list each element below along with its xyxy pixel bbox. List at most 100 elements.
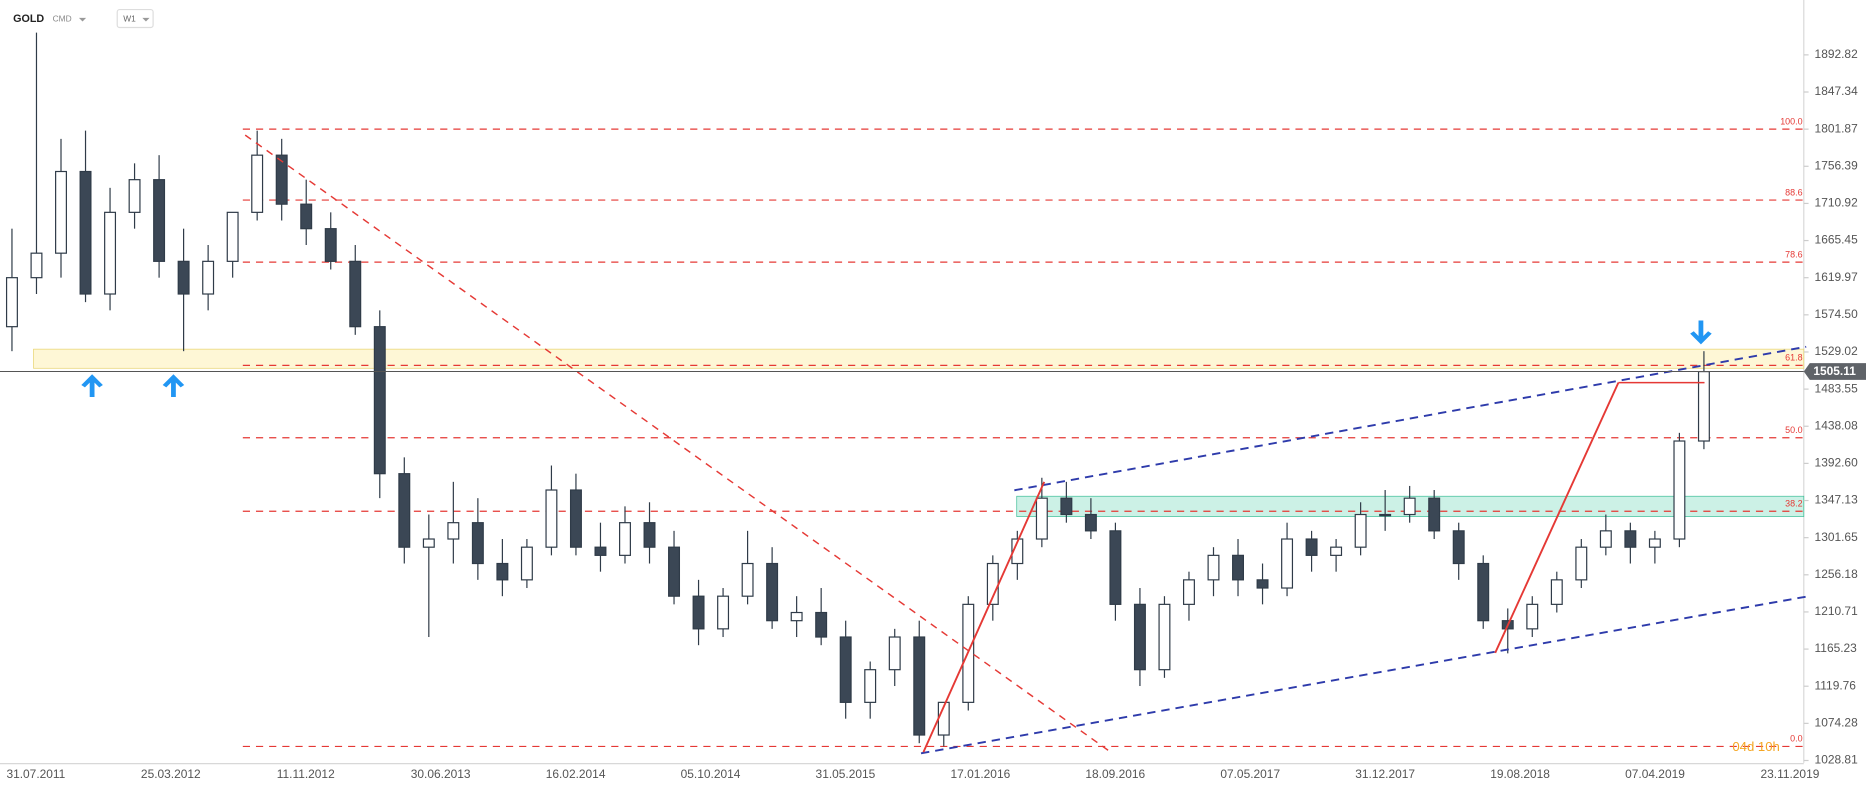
x-tick-label: 19.08.2018 [1490, 767, 1550, 781]
trend-line [244, 134, 1113, 754]
fib-label: 88.6 [1785, 187, 1802, 197]
y-tick-label: 1619.97 [1815, 270, 1859, 284]
candle-body [251, 154, 264, 213]
x-tick-label: 16.02.2014 [546, 767, 606, 781]
x-tick-label: 25.03.2012 [141, 767, 201, 781]
candle-body [1084, 513, 1097, 532]
x-tick-label: 07.04.2019 [1625, 767, 1685, 781]
candle-body [1599, 530, 1612, 548]
y-tick-label: 1756.39 [1815, 158, 1859, 172]
candle-body [202, 260, 215, 295]
candle-body [128, 179, 141, 213]
candle-body [1207, 554, 1220, 581]
candle-body [888, 636, 901, 671]
candle-body [790, 611, 803, 622]
candle-body [471, 522, 484, 565]
candle-timer: 04d 10h [1732, 739, 1780, 754]
candle-body [864, 669, 877, 703]
y-tick-label: 1074.28 [1815, 716, 1859, 730]
candle-body [1624, 530, 1637, 548]
candle-body [1060, 497, 1073, 516]
x-tick-label: 07.05.2017 [1220, 767, 1280, 781]
arrow-down [1690, 320, 1712, 345]
candle-body [1673, 440, 1686, 540]
fib-label: 50.0 [1785, 425, 1802, 435]
x-tick-label: 30.06.2013 [411, 767, 471, 781]
interval: W1 [123, 13, 136, 23]
candle-body [1477, 562, 1490, 622]
dropdown-icon [78, 17, 87, 22]
candle-body [300, 203, 313, 230]
candle-body [1158, 603, 1171, 671]
impulse-line [1494, 382, 1620, 654]
candle-body [5, 277, 18, 328]
y-tick-label: 1438.08 [1815, 418, 1859, 432]
y-tick-label: 1256.18 [1815, 567, 1859, 581]
header: GOLD CMD W1 [13, 8, 154, 29]
candle-body [104, 211, 117, 295]
axes: 1028.81 1074.28 1119.76 1165.23 1210.71 1256.… [0, 47, 1866, 781]
candle-body [1133, 603, 1146, 671]
candle-body [839, 636, 852, 703]
candle-body [1648, 538, 1661, 548]
x-tick-label: 31.07.2011 [6, 767, 65, 781]
candle-body [545, 489, 558, 548]
candle-body [741, 562, 754, 597]
candle-body [1526, 603, 1539, 630]
y-tick-label: 1574.50 [1815, 307, 1859, 321]
x-tick-label: 31.05.2015 [816, 767, 876, 781]
fib-label: 61.8 [1785, 353, 1802, 363]
interval-button[interactable] [116, 8, 154, 29]
candle-body [1330, 546, 1343, 556]
candle-body [1379, 513, 1392, 517]
candle-body [766, 562, 779, 622]
arrow-up [162, 374, 185, 397]
dropdown-icon [142, 17, 150, 22]
y-tick-label: 1392.60 [1815, 456, 1859, 470]
fib-label: 100.0 [1780, 116, 1802, 126]
last-price-box [1803, 363, 1866, 380]
candle-body [1403, 497, 1416, 516]
candle-body [717, 595, 730, 630]
candle-body [520, 546, 533, 581]
candle-body [496, 562, 509, 581]
candle-body [177, 260, 190, 295]
y-tick-label: 1892.82 [1815, 47, 1859, 61]
candle-body [373, 326, 386, 475]
drawings [81, 134, 1807, 755]
candle-body [1232, 554, 1244, 581]
fib-label: 0.0 [1790, 734, 1802, 744]
candle-body [1256, 579, 1269, 589]
x-tick-label: 11.11.2012 [277, 767, 335, 781]
candle-body [1550, 579, 1563, 605]
candle-body [398, 473, 411, 548]
resistance-zone [33, 348, 1805, 369]
x-tick-label: 17.01.2016 [950, 767, 1010, 781]
y-tick-label: 1301.65 [1815, 530, 1859, 544]
candle-body [1109, 530, 1122, 605]
candles [5, 32, 1710, 747]
candle-body [226, 211, 239, 262]
candle-body [643, 522, 656, 548]
y-tick-label: 1847.34 [1815, 84, 1859, 98]
x-tick-label: 18.09.2016 [1085, 767, 1145, 781]
channel-upper [1014, 345, 1807, 492]
fib-label: 38.2 [1785, 498, 1802, 508]
candle-body [153, 179, 166, 262]
last-price-label: 1505.11 [1813, 364, 1856, 378]
candle-body [1305, 538, 1318, 556]
y-tick-label: 1210.71 [1815, 604, 1859, 618]
y-tick-label: 1119.76 [1815, 678, 1857, 692]
candle-body [668, 546, 681, 597]
y-tick-label: 1347.13 [1815, 493, 1859, 507]
candle-body [349, 260, 362, 328]
y-tick-label: 1028.81 [1815, 753, 1859, 767]
candle-body [815, 611, 828, 638]
candle-body [619, 522, 631, 556]
channel-lower [920, 595, 1807, 755]
market: CMD [53, 13, 72, 23]
fibonacci: 100.0 88.6 78.6 61.8 50.0 38.2 0.0 [242, 116, 1804, 748]
candle-body [1011, 538, 1024, 565]
